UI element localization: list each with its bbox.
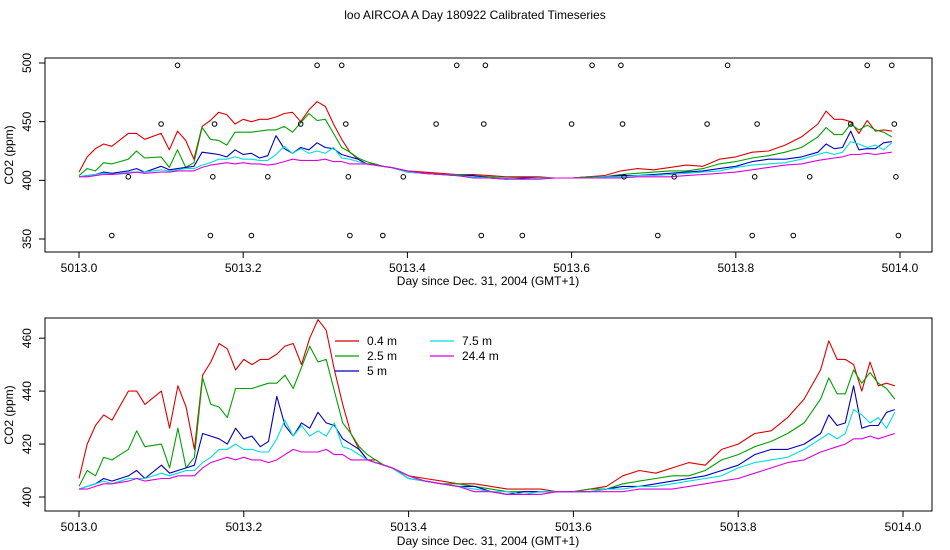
top-flag-point [210,174,216,180]
top-flag-point [343,121,349,127]
top-x-tick-label: 5013.6 [553,261,590,275]
top-flag-point [621,174,627,180]
top-flag-point [158,121,164,127]
top-flag-point [895,232,902,239]
top-flag-point [433,121,439,127]
top-flag-point [519,232,526,239]
top-x-tick-label: 5013.0 [61,261,98,275]
top-flag-point [751,174,758,180]
top-y-axis: 350 400 450 500 [20,53,45,249]
chart-title: loo AIRCOA A Day 180922 Calibrated Times… [344,8,605,22]
top-flag-point [265,174,271,180]
bottom-plot-frame [44,317,933,512]
top-flag-point [400,174,407,180]
top-flag-point [478,232,485,239]
top-y-tick-label: 400 [20,170,34,190]
top-y-tick-label: 450 [20,111,34,131]
bottom-x-tick-label: 5014.0 [885,520,922,534]
top-flag-point [847,121,854,127]
top-flag-point [380,232,386,239]
top-flag-point [724,62,731,69]
top-flag-point [671,174,678,180]
bottom-y-tick-label: 400 [20,487,34,507]
legend-label: 2.5 m [367,349,397,363]
top-flag-point [568,121,575,127]
legend-label: 5 m [367,364,387,378]
top-y-axis-label: CO2 (ppm) [2,125,16,184]
bottom-x-axis: 5013.0 5013.2 5013.4 5013.6 5013.8 5014.0 [61,511,922,534]
top-x-tick-label: 5013.4 [389,261,426,275]
top-flag-point [889,62,895,69]
bottom-y-tick-label: 440 [20,381,34,401]
top-flag-point [207,232,214,239]
legend: 0.4 m2.5 m5 m 7.5 m24.4 m [335,334,499,378]
top-x-axis: 5013.0 5013.2 5013.4 5013.6 5013.8 5014.0 [61,252,919,275]
bottom-x-tick-label: 5013.8 [720,520,757,534]
top-panel: 5013.0 5013.2 5013.4 5013.6 5013.8 5014.0 350… [2,53,933,288]
bottom-y-axis: 400 420 440 460 [20,328,45,507]
top-flag-point [481,121,487,127]
bottom-line-5-mm [78,385,895,495]
bottom-series-lines [78,319,896,495]
top-flag-point [125,174,132,180]
top-y-tick-label: 500 [20,53,34,73]
top-plot-frame [44,57,933,253]
top-x-tick-label: 5013.8 [717,261,754,275]
legend-label: 7.5 m [462,334,492,348]
top-flag-point [589,62,595,69]
bottom-x-tick-label: 5013.4 [390,520,427,534]
top-x-tick-label: 5013.2 [225,261,262,275]
top-flag-point [754,121,760,127]
top-flag-point [453,62,460,69]
top-flag-point [704,121,710,127]
top-line-7-5-mm [78,141,893,180]
top-flag-point [806,174,813,180]
top-flag-point [297,121,304,127]
top-flag-point [248,232,255,239]
top-flag-point [864,62,871,69]
bottom-y-axis-label: CO2 (ppm) [2,385,16,444]
bottom-line-7-5-mm [78,409,896,495]
top-series-lines [78,101,893,180]
top-flag-points [109,62,902,239]
bottom-line-24-4-mm [79,432,895,495]
legend-label: 24.4 m [462,349,499,363]
bottom-y-tick-label: 460 [20,328,34,348]
top-x-tick-label: 5014.0 [882,261,919,275]
top-flag-point [619,121,626,127]
top-line-0-4-mm [78,101,892,179]
top-flag-point [655,232,661,239]
bottom-x-tick-label: 5013.2 [225,520,262,534]
legend-label: 0.4 m [367,334,397,348]
top-flag-point [109,232,115,239]
top-flag-point [345,174,352,180]
bottom-x-tick-label: 5013.6 [555,520,592,534]
top-flag-point [891,121,898,127]
top-flag-point [790,232,797,239]
top-x-axis-label: Day since Dec. 31, 2004 (GMT+1) [397,274,579,288]
top-flag-point [482,62,489,69]
top-flag-point [618,62,624,69]
top-flag-point [893,174,899,180]
top-flag-point [749,232,756,239]
top-line-24-4-mm [79,151,892,180]
top-flag-point [174,62,181,69]
bottom-x-tick-label: 5013.0 [61,520,98,534]
top-flag-point [338,62,345,69]
bottom-x-axis-label: Day since Dec. 31, 2004 (GMT+1) [397,534,579,548]
top-y-tick-label: 350 [20,229,34,249]
top-flag-point [347,232,353,239]
bottom-y-tick-label: 420 [20,434,34,454]
top-flag-point [211,121,218,127]
top-flag-point [314,62,320,69]
bottom-panel: 5013.0 5013.2 5013.4 5013.6 5013.8 5014.0 400… [2,317,933,548]
bottom-line-2-5-mm [78,345,896,493]
